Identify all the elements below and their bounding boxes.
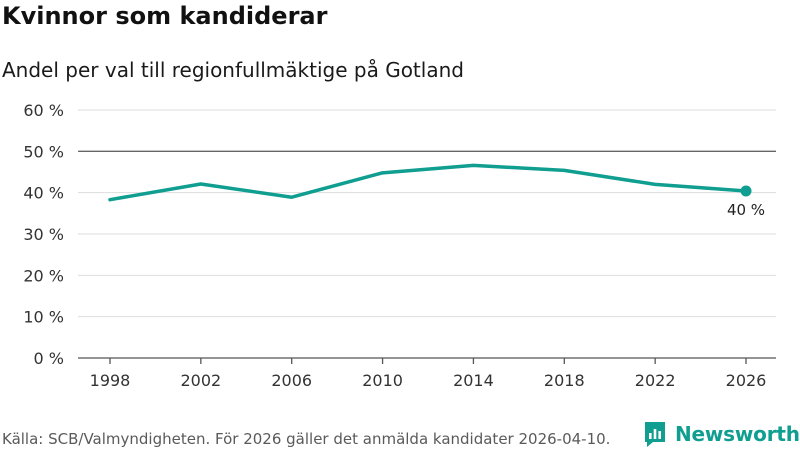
- x-tick-label: 2018: [544, 371, 585, 390]
- chart-title: Kvinnor som kandiderar: [2, 2, 328, 30]
- brand-name: Newsworthy: [675, 422, 800, 446]
- x-tick-label: 2022: [635, 371, 676, 390]
- y-tick-label: 40 %: [23, 184, 64, 203]
- brand-logo: Newsworthy: [643, 420, 800, 448]
- y-tick-label: 0 %: [34, 349, 64, 368]
- x-tick-label: 1998: [90, 371, 131, 390]
- end-point-marker: [740, 185, 752, 197]
- y-tick-label: 30 %: [23, 225, 64, 244]
- y-tick-label: 60 %: [23, 101, 64, 120]
- y-tick-label: 50 %: [23, 142, 64, 161]
- x-tick-label: 2010: [362, 371, 403, 390]
- x-tick-label: 2006: [271, 371, 312, 390]
- x-tick-label: 2014: [453, 371, 494, 390]
- x-tick-label: 2002: [180, 371, 221, 390]
- chart-subtitle: Andel per val till regionfullmäktige på …: [2, 58, 464, 82]
- series-line-andel-kvinnor: [108, 163, 748, 202]
- x-tick-label: 2026: [726, 371, 767, 390]
- source-note: Källa: SCB/Valmyndigheten. För 2026 gäll…: [2, 430, 611, 448]
- y-tick-label: 10 %: [23, 308, 64, 327]
- y-tick-label: 20 %: [23, 266, 64, 285]
- end-point-label: 40 %: [727, 201, 765, 219]
- bar-chart-logo-icon: [645, 422, 665, 447]
